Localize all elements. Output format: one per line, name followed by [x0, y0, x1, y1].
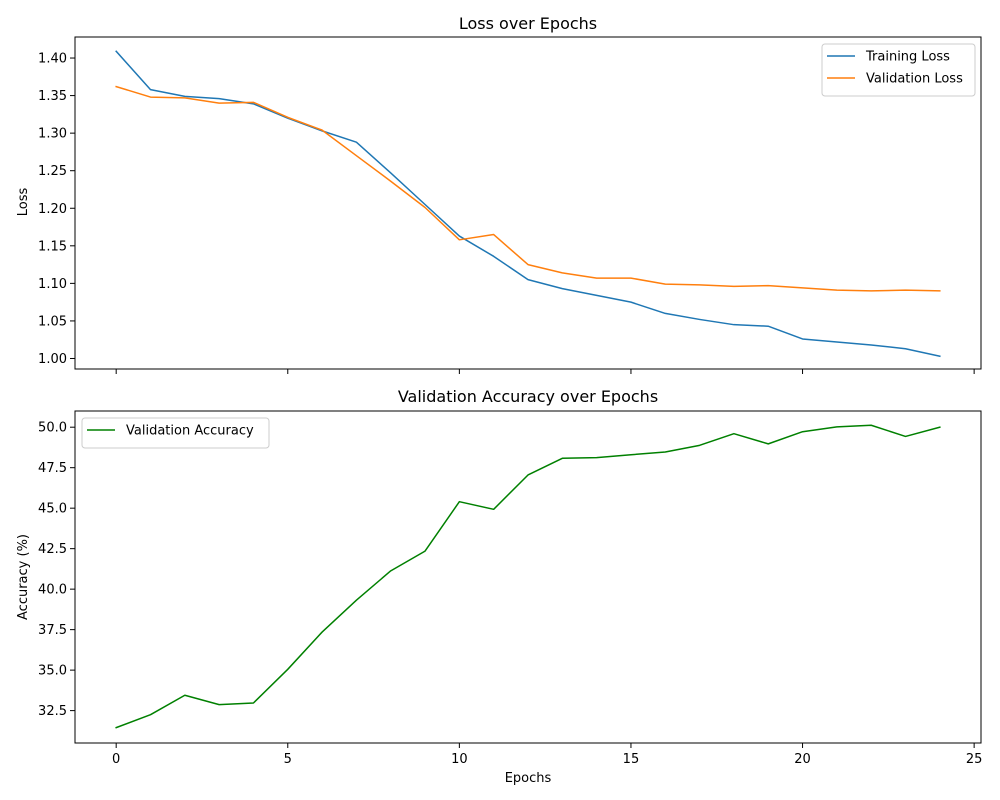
- loss-y-tick-label: 1.15: [38, 239, 67, 254]
- loss-y-tick-label: 1.00: [38, 352, 67, 367]
- accuracy-axis-ticks: 0 5 10 15 20 25 32.5 35.0 37.5 40.0 42.5 45.0 47.5 50…: [38, 421, 982, 767]
- loss-y-tick-label: 1.25: [38, 164, 67, 179]
- accuracy-y-tick-label: 42.5: [38, 542, 67, 557]
- accuracy-chart: Validation Accuracy over Epochs Accuracy…: [16, 387, 982, 786]
- loss-legend-label-0: Training Loss: [865, 50, 950, 65]
- loss-axes-frame: [74, 36, 982, 370]
- accuracy-chart-title: Validation Accuracy over Epochs: [398, 387, 658, 406]
- loss-chart: Loss over Epochs Loss 1.001.051.101.151.…: [16, 14, 982, 374]
- loss-legend-label-1: Validation Loss: [866, 72, 963, 87]
- accuracy-y-tick-label: 45.0: [38, 502, 67, 517]
- accuracy-legend-frame: [81, 417, 270, 449]
- loss-y-tick-label: 1.40: [38, 52, 67, 67]
- accuracy-y-axis-label: Accuracy (%): [16, 534, 31, 620]
- accuracy-y-tick-label: 50.0: [38, 421, 67, 436]
- accuracy-legend-label-0: Validation Accuracy: [126, 424, 254, 439]
- loss-y-tick-label: 1.05: [38, 314, 67, 329]
- accuracy-x-tick-label: 5: [284, 752, 292, 767]
- loss-y-tick-label: 1.35: [38, 89, 67, 104]
- loss-legend: Training Loss Validation Loss: [821, 43, 976, 97]
- accuracy-y-tick-label: 37.5: [38, 623, 67, 638]
- loss-y-axis-label: Loss: [16, 188, 31, 217]
- accuracy-x-tick-label: 15: [623, 752, 640, 767]
- loss-series: [115, 50, 941, 358]
- accuracy-x-axis-label: Epochs: [505, 771, 552, 786]
- loss-y-tick-label: 1.10: [38, 277, 67, 292]
- accuracy-y-tick-label: 47.5: [38, 461, 67, 476]
- accuracy-x-tick-label: 10: [451, 752, 468, 767]
- loss-chart-title: Loss over Epochs: [459, 14, 597, 33]
- accuracy-x-tick-label: 0: [112, 752, 120, 767]
- accuracy-y-tick-label: 40.0: [38, 583, 67, 598]
- loss-axis-ticks: 1.00 1.05 1.10 1.15 1.20 1.25 1.30 1.35 1.40: [38, 52, 975, 374]
- loss-series-line-0: [115, 50, 941, 358]
- loss-y-tick-label: 1.20: [38, 202, 67, 217]
- accuracy-axes-frame: [74, 410, 982, 744]
- accuracy-legend: Validation Accuracy: [81, 417, 270, 449]
- accuracy-x-tick-label: 25: [966, 752, 983, 767]
- accuracy-series: [115, 424, 941, 729]
- accuracy-y-tick-label: 32.5: [38, 704, 67, 719]
- accuracy-series-line-0: [115, 424, 941, 729]
- loss-legend-frame: [821, 43, 976, 97]
- accuracy-y-tick-label: 35.0: [38, 664, 67, 679]
- accuracy-x-tick-label: 20: [794, 752, 811, 767]
- loss-series-line-1: [115, 85, 941, 292]
- loss-y-tick-label: 1.30: [38, 127, 67, 142]
